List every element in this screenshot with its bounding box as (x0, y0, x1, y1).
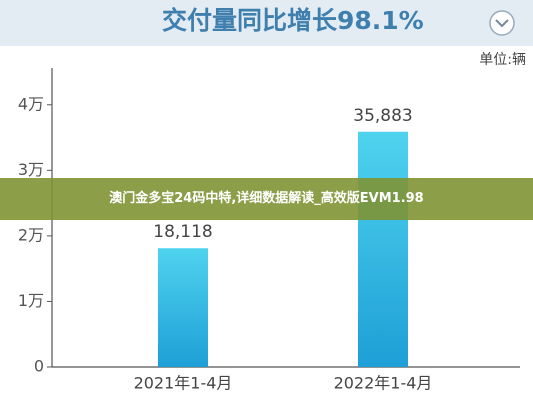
y-tick-label: 3万 (18, 160, 44, 179)
y-tick-label: 0 (34, 357, 44, 376)
value-label: 18,118 (153, 222, 212, 242)
chart-title: 交付量同比增长98.1% (162, 6, 424, 35)
x-tick-label: 2021年1-4月 (134, 374, 233, 393)
y-tick-label: 2万 (18, 225, 44, 244)
overlay-banner: 澳门金多宝24码中特,详细数据解读_高效版EVM1.98 (0, 178, 533, 220)
collapse-button[interactable] (489, 10, 515, 36)
header-band (0, 0, 533, 46)
value-label: 35,883 (353, 106, 412, 126)
x-tick-label: 2022年1-4月 (334, 374, 433, 393)
y-tick-label: 4万 (18, 94, 44, 113)
bar (358, 131, 408, 367)
y-tick-label: 1万 (18, 291, 44, 310)
bar (158, 248, 208, 367)
unit-label: 单位:辆 (479, 52, 526, 68)
